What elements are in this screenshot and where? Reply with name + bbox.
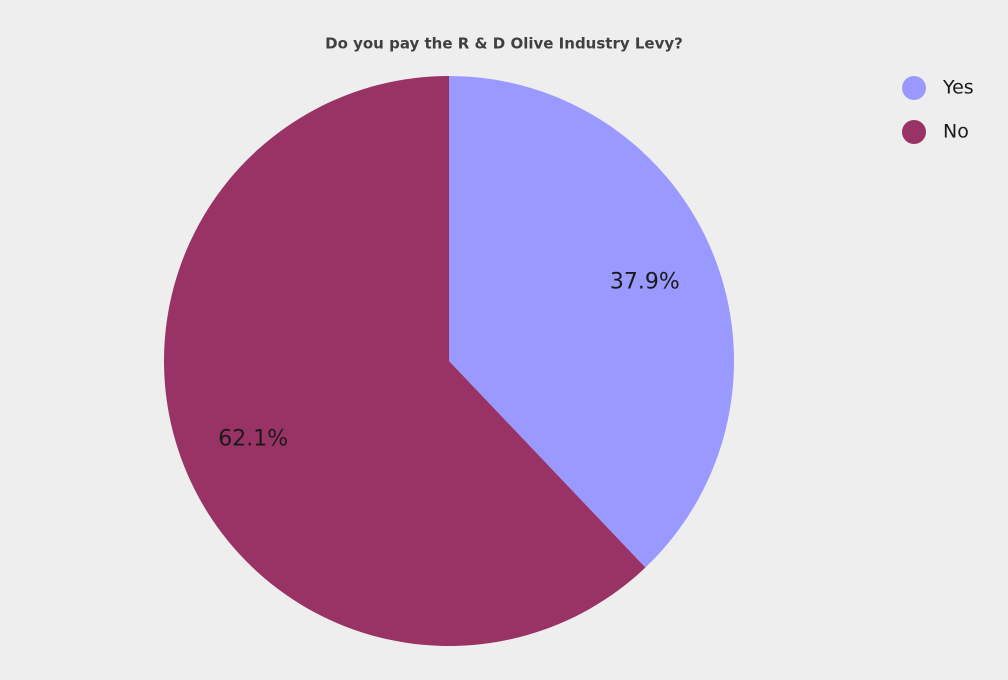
pie-slice (164, 76, 646, 646)
value-label: 37.9% (610, 270, 680, 295)
value-label: 62.1% (218, 426, 288, 451)
pie-slice (449, 76, 734, 568)
legend-label: Yes (942, 77, 974, 99)
legend-label: No (943, 121, 969, 143)
legend-marker (902, 120, 926, 144)
legend-marker (902, 76, 926, 100)
chart-title: Do you pay the R & D Olive Industry Levy… (325, 35, 683, 53)
